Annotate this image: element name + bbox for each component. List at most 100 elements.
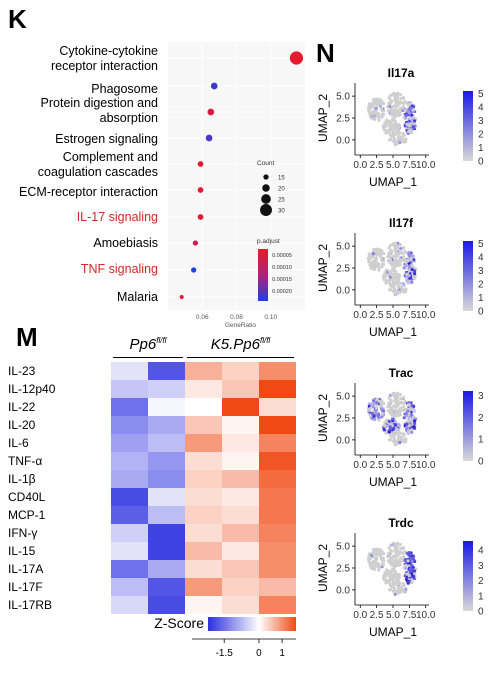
n-umap-colorbar-label: 1 xyxy=(478,293,484,304)
n-umap-cell xyxy=(389,398,393,402)
n-umap-cell xyxy=(388,404,392,409)
k-size-legend-dot xyxy=(261,194,271,204)
m-row-label: IL-20 xyxy=(8,418,36,432)
n-umap-cell xyxy=(370,562,375,566)
n-umap-xtick-label: 5.0 xyxy=(386,310,400,321)
k-size-legend-label: 20 xyxy=(278,187,285,193)
n-umap-cell xyxy=(403,558,407,562)
m-heatmap-cell xyxy=(222,560,259,578)
k-size-legend-dot xyxy=(263,174,269,180)
n-umap-colorbar-label: 4 xyxy=(478,103,484,114)
n-umap-colorbar-label: 1 xyxy=(478,591,484,602)
n-umap-cell xyxy=(394,92,398,96)
n-umap-colorbar-label: 1 xyxy=(478,143,484,154)
n-umap-cell xyxy=(371,252,376,256)
n-umap-cell xyxy=(387,101,391,106)
n-umap-cell xyxy=(392,590,396,594)
n-umap-xtick-label: 0.0 xyxy=(353,310,367,321)
k-point xyxy=(205,134,213,142)
m-heatmap-cell xyxy=(222,578,259,596)
n-umap-cell xyxy=(405,122,409,126)
n-umap-cell xyxy=(392,440,396,444)
n-umap-ytick-label: 2.5 xyxy=(336,414,350,425)
m-row-label: IL-17F xyxy=(8,580,43,594)
n-umap-ytick-label: 5.0 xyxy=(336,542,350,553)
m-heatmap-cell xyxy=(222,524,259,542)
n-umap-xtick-label: 2.5 xyxy=(370,160,384,171)
m-heatmap-cell xyxy=(259,380,296,398)
n-umap-cell xyxy=(396,562,401,566)
n-umap-colorbar xyxy=(463,91,473,161)
m-row-label: CD40L xyxy=(8,490,46,504)
k-term-label: Estrogen signaling xyxy=(55,132,158,146)
n-umap-cell xyxy=(412,258,416,262)
m-heatmap-cell xyxy=(111,560,148,578)
n-umap-cell xyxy=(367,252,372,256)
n-umap-cell xyxy=(404,114,408,118)
n-umap-cell xyxy=(369,256,373,260)
n-umap-cell xyxy=(390,567,395,571)
m-heatmap-cell xyxy=(111,524,148,542)
n-umap-cell xyxy=(409,107,413,111)
n-umap-cell xyxy=(387,130,391,134)
n-umap-cell xyxy=(372,264,376,268)
n-umap-cell xyxy=(387,119,391,123)
n-umap-cell xyxy=(388,254,392,259)
n-umap-cell xyxy=(396,585,401,589)
n-umap-xtick-label: 5.0 xyxy=(386,460,400,471)
n-umap-cell xyxy=(410,580,414,584)
n-umap-cell xyxy=(398,393,402,397)
n-umap-cell xyxy=(393,247,397,251)
n-umap-cell xyxy=(401,546,406,550)
n-umap-colorbar-label: 4 xyxy=(478,253,484,264)
n-umap-cell xyxy=(403,258,407,262)
n-umap-cell xyxy=(382,401,386,406)
m-heatmap-cell xyxy=(111,362,148,380)
n-umap-colorbar xyxy=(463,241,473,311)
m-row-label: MCP-1 xyxy=(8,508,46,522)
n-umap-cell xyxy=(388,258,393,262)
n-umap-colorbar-label: 2 xyxy=(478,413,484,424)
n-umap-ytick-label: 5.0 xyxy=(336,242,350,253)
n-umap-cell xyxy=(387,269,391,273)
n-umap-cell xyxy=(403,549,407,554)
n-umap-cell xyxy=(402,583,406,587)
n-umap-cell xyxy=(406,409,410,413)
n-umap-cell xyxy=(411,125,416,129)
m-heatmap-cell xyxy=(185,434,222,452)
n-umap-cell xyxy=(394,252,398,256)
n-umap-cell xyxy=(407,274,411,278)
n-umap-cell xyxy=(371,552,376,556)
n-umap-cell xyxy=(401,396,406,400)
panel-letter-m: M xyxy=(16,322,38,352)
k-term-label: Amoebiasis xyxy=(93,236,158,250)
n-umap-cell xyxy=(378,404,382,408)
n-umap-cell xyxy=(406,109,410,113)
n-umap-cell xyxy=(412,419,417,423)
n-umap-xtick-label: 7.5 xyxy=(402,160,416,171)
n-umap-cell xyxy=(391,555,396,559)
n-umap-cell xyxy=(394,392,398,396)
m-row-label: IL-17A xyxy=(8,562,44,576)
m-heatmap-cell xyxy=(259,560,296,578)
m-heatmap-cell xyxy=(222,488,259,506)
n-umap-cell xyxy=(404,414,408,418)
m-heatmap-cell xyxy=(185,524,222,542)
n-umap-cell xyxy=(398,251,402,255)
m-heatmap-cell xyxy=(222,434,259,452)
k-term-label: Phagosome xyxy=(91,82,158,96)
m-heatmap-grid xyxy=(111,362,296,614)
n-umap-cell xyxy=(387,288,392,292)
n-umap-cell xyxy=(396,272,401,276)
n-umap-cell xyxy=(387,580,391,584)
n-umap-cell xyxy=(403,249,407,254)
m-row-label: IFN-γ xyxy=(8,526,38,540)
n-umap-cell xyxy=(396,285,401,289)
n-umap-cell xyxy=(407,550,411,555)
n-umap-cell xyxy=(392,140,396,144)
n-umap-cell xyxy=(375,251,379,255)
n-umap-cell xyxy=(393,273,398,277)
n-umap-cell xyxy=(407,424,411,428)
n-umap-cell xyxy=(402,433,406,437)
n-umap-cell xyxy=(376,263,380,267)
